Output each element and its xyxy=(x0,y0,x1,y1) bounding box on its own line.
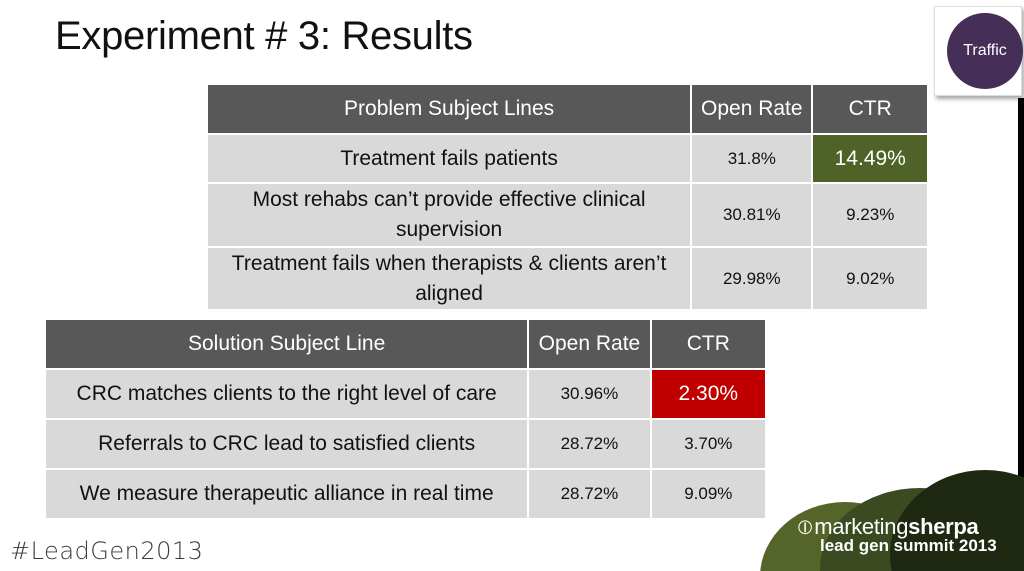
open-rate-cell: 28.72% xyxy=(529,420,650,468)
subject-cell: We measure therapeutic alliance in real … xyxy=(46,470,528,518)
ctr-cell: 3.70% xyxy=(651,420,765,468)
header-subject: Solution Subject Line xyxy=(46,320,528,368)
header-ctr: CTR xyxy=(813,85,927,133)
open-rate-cell: 30.81% xyxy=(692,184,812,246)
logo-brand-thin: marketing xyxy=(814,514,909,539)
open-rate-cell: 28.72% xyxy=(529,470,650,518)
ctr-cell: 9.23% xyxy=(813,184,927,246)
table-row: We measure therapeutic alliance in real … xyxy=(46,470,765,518)
open-rate-cell: 29.98% xyxy=(692,248,812,309)
table-row: Most rehabs can’t provide effective clin… xyxy=(208,184,927,246)
header-subject: Problem Subject Lines xyxy=(208,85,691,133)
table-row: Treatment fails when therapists & client… xyxy=(208,248,927,309)
ctr-cell: 9.02% xyxy=(813,248,927,309)
marketingsherpa-logo: ⦶marketingsherpa lead gen summit 2013 xyxy=(740,470,1024,571)
header-open-rate: Open Rate xyxy=(692,85,812,133)
traffic-badge[interactable]: Traffic xyxy=(934,6,1023,96)
subject-cell: Treatment fails when therapists & client… xyxy=(208,248,691,309)
table-row: Treatment fails patients 31.8% 14.49% xyxy=(208,135,927,182)
compass-icon: ⦶ xyxy=(798,517,813,539)
logo-text: ⦶marketingsherpa lead gen summit 2013 xyxy=(798,514,997,556)
header-open-rate: Open Rate xyxy=(529,320,650,368)
table-header-row: Solution Subject Line Open Rate CTR xyxy=(46,320,765,368)
table-row: CRC matches clients to the right level o… xyxy=(46,370,765,418)
slide-title: Experiment # 3: Results xyxy=(55,14,473,58)
subject-cell: Treatment fails patients xyxy=(208,135,691,182)
ctr-cell-best: 14.49% xyxy=(813,135,927,182)
event-hashtag: #LeadGen2013 xyxy=(10,537,204,565)
logo-brand-bold: sherpa xyxy=(908,514,979,539)
table-row: Referrals to CRC lead to satisfied clien… xyxy=(46,420,765,468)
right-edge-strip xyxy=(1018,98,1024,571)
traffic-badge-circle: Traffic xyxy=(947,13,1023,89)
logo-brand: ⦶marketingsherpa xyxy=(798,514,997,540)
subject-cell: Most rehabs can’t provide effective clin… xyxy=(208,184,691,246)
subject-cell: Referrals to CRC lead to satisfied clien… xyxy=(46,420,528,468)
table-header-row: Problem Subject Lines Open Rate CTR xyxy=(208,85,927,133)
logo-event: lead gen summit 2013 xyxy=(820,536,997,555)
solution-subject-line-table: Solution Subject Line Open Rate CTR CRC … xyxy=(44,318,767,520)
ctr-cell: 9.09% xyxy=(651,470,765,518)
ctr-cell-worst: 2.30% xyxy=(651,370,765,418)
problem-subject-lines-table: Problem Subject Lines Open Rate CTR Trea… xyxy=(206,83,929,311)
open-rate-cell: 30.96% xyxy=(529,370,650,418)
open-rate-cell: 31.8% xyxy=(692,135,812,182)
header-ctr: CTR xyxy=(651,320,765,368)
subject-cell: CRC matches clients to the right level o… xyxy=(46,370,528,418)
traffic-badge-label: Traffic xyxy=(963,42,1007,59)
